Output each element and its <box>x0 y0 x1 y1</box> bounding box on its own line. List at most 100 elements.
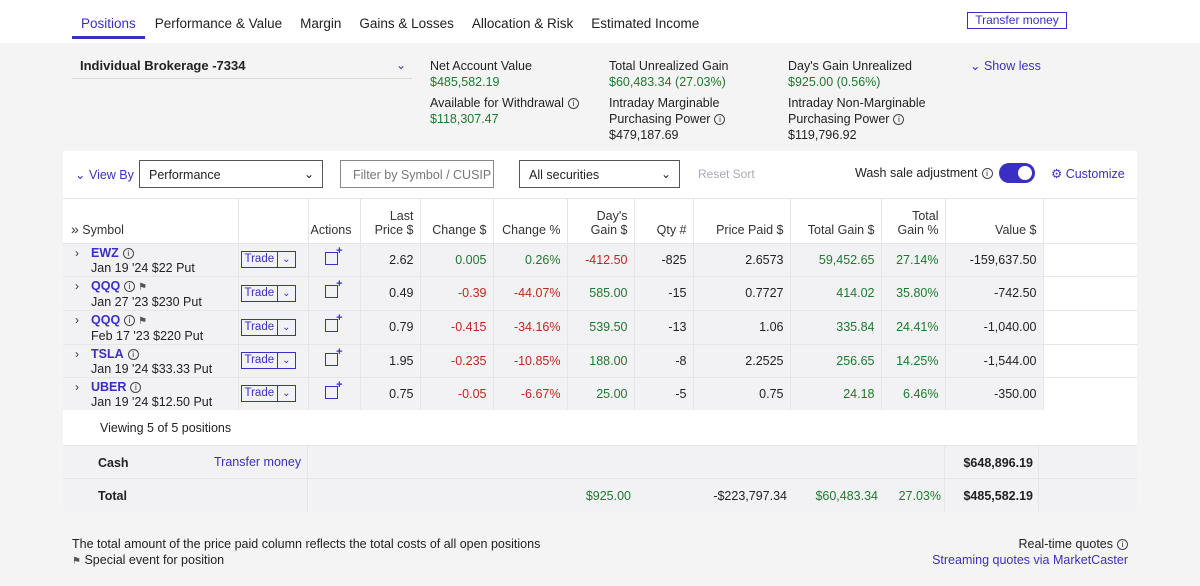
col-qty[interactable]: Qty # <box>634 199 694 243</box>
info-icon[interactable]: i <box>893 114 905 126</box>
show-less-link[interactable]: ⌄ Show less <box>970 59 1041 73</box>
value: -1,040.00 <box>945 309 1044 344</box>
securities-select[interactable]: All securities ⌄ <box>519 160 680 188</box>
symbol-cell: › QQQ i ⚑ Feb 17 '23 $220 Put <box>63 309 239 344</box>
marketcaster-link[interactable]: Streaming quotes via MarketCaster <box>932 553 1128 567</box>
total-gain-pct: 35.80% <box>881 275 946 310</box>
chevron-right-icon[interactable]: › <box>75 312 79 327</box>
info-icon[interactable]: i <box>714 114 726 126</box>
chevron-down-icon[interactable]: ⌄ <box>277 353 294 368</box>
trade-button[interactable]: Trade ⌄ <box>240 385 296 403</box>
change-pct: -34.16% <box>493 309 568 344</box>
add-action-icon[interactable] <box>324 312 343 332</box>
info-icon[interactable]: i <box>130 381 142 393</box>
add-action-icon[interactable] <box>324 278 343 298</box>
col-value[interactable]: Value $ <box>945 199 1044 243</box>
info-icon[interactable]: i <box>124 280 136 292</box>
symbol-description: Jan 19 '24 $33.33 Put <box>91 361 213 376</box>
chevron-right-icon[interactable]: › <box>75 379 79 394</box>
days-gain: 188.00 <box>567 343 635 377</box>
viewing-count: Viewing 5 of 5 positions <box>100 421 232 435</box>
customize-button[interactable]: ⚙ Customize <box>1051 167 1125 181</box>
unrealized-gain: Total Unrealized Gain $60,483.34 (27.03%… <box>609 59 729 142</box>
chevron-down-icon[interactable]: ⌄ <box>277 285 294 301</box>
value: -1,544.00 <box>945 343 1044 377</box>
collapse-all-icon[interactable]: » <box>71 220 79 237</box>
change-pct: -6.67% <box>493 376 568 410</box>
chevron-right-icon[interactable]: › <box>75 278 79 293</box>
chevron-down-icon[interactable]: ⌄ <box>277 386 294 402</box>
symbol-description: Feb 17 '23 $220 Put <box>91 328 204 343</box>
symbol-link[interactable]: QQQ <box>91 312 121 327</box>
transfer-money-button[interactable]: Transfer money <box>967 12 1067 29</box>
trade-button[interactable]: Trade ⌄ <box>240 352 296 369</box>
symbol-link[interactable]: UBER <box>91 379 127 394</box>
col-total-gain[interactable]: Total Gain $ <box>790 199 882 243</box>
last-price: 2.62 <box>360 242 421 276</box>
cash-value: $648,896.19 <box>963 456 1033 470</box>
tab-margin[interactable]: Margin <box>300 16 342 31</box>
change: -0.235 <box>420 343 494 377</box>
trade-button[interactable]: Trade ⌄ <box>240 318 296 336</box>
symbol-description: Jan 19 '24 $12.50 Put <box>91 394 213 409</box>
price-paid: 2.2525 <box>693 343 791 377</box>
info-icon[interactable]: i <box>127 348 139 360</box>
chevron-down-icon[interactable]: ⌄ <box>277 319 294 335</box>
trade-button[interactable]: Trade ⌄ <box>240 284 296 302</box>
tab-positions[interactable]: Positions <box>72 0 145 39</box>
add-action-icon[interactable] <box>324 346 343 366</box>
days-gain: -412.50 <box>567 242 635 276</box>
symbol-link[interactable]: EWZ <box>91 245 119 260</box>
last-price: 0.75 <box>360 376 421 410</box>
days-gain: 539.50 <box>567 309 635 344</box>
tab-performance-value[interactable]: Performance & Value <box>154 16 283 31</box>
symbol-description: Jan 19 '24 $22 Put <box>91 260 195 275</box>
total-gain-pct: 24.41% <box>881 309 946 344</box>
add-action-icon[interactable] <box>324 379 343 399</box>
col-total-gain-pct[interactable]: Total Gain % <box>881 199 946 243</box>
last-price: 0.49 <box>360 275 421 310</box>
total-gain: 59,452.65 <box>790 242 882 276</box>
info-icon[interactable]: i <box>567 98 579 110</box>
chevron-right-icon[interactable]: › <box>75 245 79 260</box>
col-last-price[interactable]: Last Price $ <box>360 199 421 243</box>
symbol-filter-input[interactable]: Filter by Symbol / CUSIP <box>340 160 494 188</box>
col-days-gain[interactable]: Day's Gain $ <box>567 199 635 243</box>
chevron-right-icon[interactable]: › <box>75 346 79 361</box>
tab-estimated-income[interactable]: Estimated Income <box>591 16 700 31</box>
col-change-pct[interactable]: Change % <box>493 199 568 243</box>
col-change[interactable]: Change $ <box>420 199 494 243</box>
trade-button[interactable]: Trade ⌄ <box>240 251 296 268</box>
wash-sale-toggle[interactable] <box>999 163 1035 183</box>
value: -350.00 <box>945 376 1044 410</box>
wash-sale-label: Wash sale adjustment i <box>855 166 993 180</box>
tab-allocation-risk[interactable]: Allocation & Risk <box>471 16 574 31</box>
realtime-quotes: Real-time quotes i Streaming quotes via M… <box>932 537 1128 567</box>
total-gain-pct: 27.03% <box>898 489 941 503</box>
account-name: Individual Brokerage -7334 <box>80 58 246 73</box>
tab-gains-losses[interactable]: Gains & Losses <box>359 16 454 31</box>
symbol-link[interactable]: TSLA <box>91 346 124 361</box>
qty: -8 <box>634 343 694 377</box>
transfer-money-link[interactable]: Transfer money <box>214 455 302 469</box>
info-icon[interactable]: i <box>981 168 993 180</box>
info-icon[interactable]: i <box>1117 539 1128 551</box>
value: -742.50 <box>945 275 1044 310</box>
top-nav: Positions Performance & Value Margin Gains … <box>0 0 1200 43</box>
add-action-icon[interactable] <box>324 245 343 265</box>
total-gain: $60,483.34 <box>815 489 878 503</box>
col-price-paid[interactable]: Price Paid $ <box>693 199 791 243</box>
reset-sort-button[interactable]: Reset Sort <box>698 167 755 181</box>
total-gain: 414.02 <box>790 275 882 310</box>
info-icon[interactable]: i <box>122 247 134 259</box>
view-by-toggle[interactable]: ⌄ View By <box>75 168 134 182</box>
symbol-link[interactable]: QQQ <box>91 278 121 293</box>
view-by-select[interactable]: Performance ⌄ <box>139 160 323 188</box>
col-symbol[interactable]: » Symbol <box>63 199 239 243</box>
symbol-cell: › EWZ i Jan 19 '24 $22 Put <box>63 242 239 276</box>
account-selector[interactable]: Individual Brokerage -7334 ⌄ <box>72 54 412 79</box>
info-icon[interactable]: i <box>124 314 136 326</box>
chevron-down-icon[interactable]: ⌄ <box>277 252 294 267</box>
